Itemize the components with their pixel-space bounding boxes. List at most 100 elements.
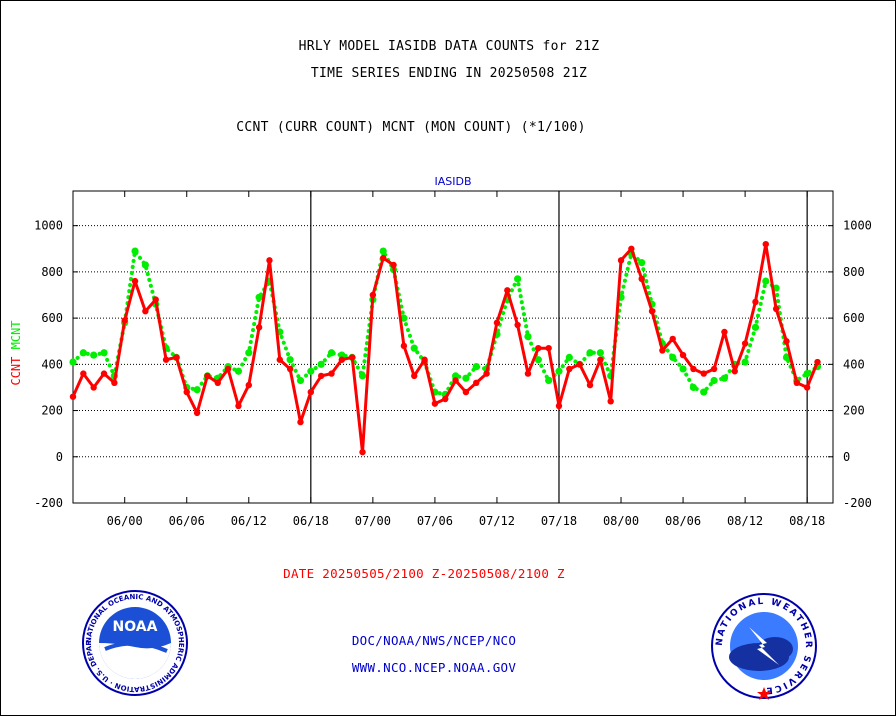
date-range-text: DATE 20250505/2100 Z-20250508/2100 Z — [283, 566, 565, 581]
point-mcnt — [255, 293, 263, 301]
point-ccnt — [307, 388, 315, 396]
point-ccnt — [204, 372, 211, 380]
x-tick-label: 06/18 — [293, 514, 329, 528]
point-ccnt — [369, 291, 377, 299]
title-line-3: CCNT (CURR COUNT) MCNT (MON COUNT) (*1/1… — [236, 120, 586, 135]
point-ccnt — [545, 344, 552, 352]
point-mcnt — [514, 275, 522, 283]
point-ccnt — [442, 395, 449, 403]
point-mcnt — [379, 247, 387, 255]
point-ccnt — [359, 448, 366, 456]
point-ccnt — [741, 340, 749, 347]
point-ccnt — [793, 379, 801, 387]
x-tick-label: 08/12 — [727, 514, 763, 528]
point-mcnt — [700, 388, 708, 396]
x-tick-label: 08/06 — [665, 514, 701, 528]
point-mcnt — [400, 314, 408, 322]
noaa-label: NOAA — [113, 619, 158, 635]
point-ccnt — [276, 356, 284, 363]
point-ccnt — [762, 240, 769, 248]
point-ccnt — [152, 296, 159, 303]
point-ccnt — [431, 400, 439, 407]
point-mcnt — [710, 376, 718, 385]
x-tick-label: 07/06 — [417, 514, 453, 528]
point-ccnt — [752, 298, 759, 306]
point-ccnt — [69, 393, 77, 400]
point-mcnt — [565, 353, 573, 361]
series-line-ccnt — [71, 242, 819, 454]
point-ccnt — [317, 372, 325, 380]
point-ccnt — [266, 257, 273, 264]
point-ccnt — [390, 261, 397, 269]
point-ccnt — [566, 365, 573, 373]
point-ccnt — [111, 379, 118, 387]
point-ccnt — [80, 370, 87, 377]
point-ccnt — [586, 381, 594, 389]
point-ccnt — [617, 257, 625, 264]
point-ccnt — [731, 368, 738, 375]
point-mcnt — [545, 376, 553, 385]
point-ccnt — [597, 356, 604, 363]
point-ccnt — [214, 379, 221, 387]
org-path-text: DOC/NOAA/NWS/NCEP/NCO — [351, 633, 517, 648]
point-mcnt — [679, 365, 687, 373]
point-mcnt — [327, 349, 336, 357]
point-ccnt — [421, 356, 428, 363]
point-ccnt — [162, 356, 170, 363]
point-mcnt — [90, 351, 98, 359]
point-ccnt — [193, 409, 201, 417]
x-tick-label: 08/00 — [603, 514, 639, 528]
point-mcnt — [245, 349, 253, 357]
y-tick-label-right: 400 — [843, 357, 865, 371]
point-ccnt — [411, 372, 418, 380]
point-ccnt — [131, 277, 139, 285]
y-tick-label-left: 800 — [41, 265, 63, 279]
point-ccnt — [669, 335, 676, 343]
plot-title: IASIDB — [434, 175, 471, 188]
point-ccnt — [380, 254, 387, 262]
point-ccnt — [224, 365, 232, 373]
point-ccnt — [452, 377, 459, 384]
point-mcnt — [234, 367, 243, 375]
x-tick-label: 07/12 — [479, 514, 515, 528]
point-ccnt — [524, 370, 532, 377]
point-ccnt — [783, 338, 790, 345]
point-mcnt — [296, 376, 305, 385]
point-ccnt — [700, 370, 707, 377]
point-ccnt — [648, 307, 656, 315]
point-mcnt — [555, 367, 563, 375]
point-ccnt — [721, 328, 728, 336]
y-tick-label-left: 600 — [41, 311, 63, 325]
point-ccnt — [814, 358, 821, 366]
point-mcnt — [462, 374, 470, 382]
y-tick-label-right: 600 — [843, 311, 865, 325]
point-mcnt — [358, 372, 367, 380]
title-line-1: HRLY MODEL IASIDB DATA COUNTS for 21Z — [298, 39, 600, 54]
point-ccnt — [328, 370, 335, 377]
y-tick-label-right: -200 — [843, 496, 872, 510]
y-tick-label-right: 0 — [843, 450, 850, 464]
point-mcnt — [472, 363, 480, 371]
y-axis-label-ccnt: CCNT — [9, 357, 23, 386]
y-tick-label-left: 0 — [56, 450, 63, 464]
x-tick-label: 07/18 — [541, 514, 577, 528]
x-tick-label: 06/00 — [107, 514, 143, 528]
x-tick-label: 06/12 — [231, 514, 267, 528]
point-ccnt — [638, 275, 645, 283]
point-mcnt — [100, 349, 108, 357]
point-mcnt — [79, 349, 87, 357]
website-link[interactable]: WWW.NCO.NCEP.NOAA.GOV — [351, 660, 517, 675]
point-ccnt — [121, 317, 128, 324]
plot-frame — [72, 190, 834, 504]
point-ccnt — [514, 321, 521, 329]
point-ccnt — [483, 370, 490, 377]
x-tick-label: 06/06 — [169, 514, 205, 528]
y-axis-label: CCNT MCNT — [9, 320, 23, 385]
point-ccnt — [576, 361, 583, 368]
point-ccnt — [803, 384, 811, 391]
point-ccnt — [245, 381, 252, 389]
point-mcnt — [720, 374, 729, 382]
y-tick-label-left: 1000 — [34, 219, 63, 233]
